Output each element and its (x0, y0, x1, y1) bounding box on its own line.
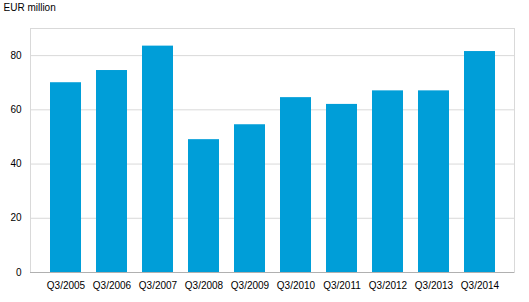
svg-text:Q3/2013: Q3/2013 (415, 280, 454, 291)
svg-text:20: 20 (10, 212, 22, 223)
svg-text:Q3/2012: Q3/2012 (369, 280, 408, 291)
svg-text:Q3/2008: Q3/2008 (185, 280, 224, 291)
svg-text:Q3/2014: Q3/2014 (461, 280, 500, 291)
svg-text:60: 60 (10, 104, 22, 115)
svg-text:Q3/2009: Q3/2009 (231, 280, 270, 291)
svg-text:40: 40 (10, 158, 22, 169)
svg-text:Q3/2005: Q3/2005 (47, 280, 86, 291)
svg-text:Q3/2011: Q3/2011 (323, 280, 361, 291)
svg-text:80: 80 (10, 50, 22, 61)
svg-text:Q3/2007: Q3/2007 (139, 280, 178, 291)
svg-text:EUR million: EUR million (4, 2, 56, 13)
svg-text:Q3/2006: Q3/2006 (93, 280, 132, 291)
svg-text:Q3/2010: Q3/2010 (277, 280, 316, 291)
svg-text:0: 0 (16, 267, 22, 278)
